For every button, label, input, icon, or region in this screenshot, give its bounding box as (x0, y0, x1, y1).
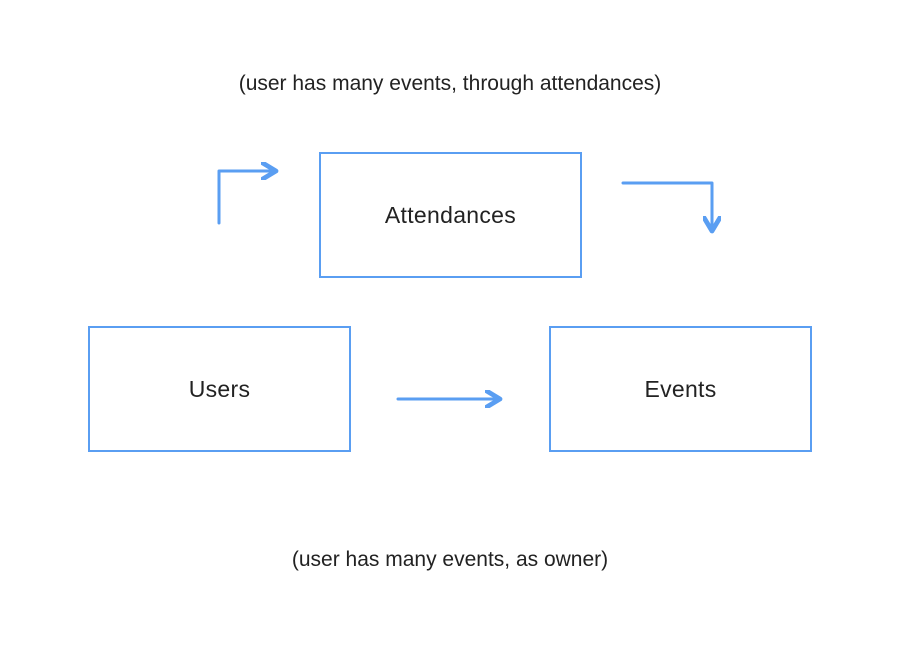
node-attendances: Attendances (319, 152, 582, 278)
node-users-label: Users (189, 376, 251, 403)
node-users: Users (88, 326, 351, 452)
arrow-attendances-to-events (620, 180, 715, 236)
arrow-users-to-events (395, 389, 505, 409)
node-events: Events (549, 326, 812, 452)
node-attendances-label: Attendances (385, 202, 516, 229)
node-events-label: Events (644, 376, 716, 403)
arrow-users-to-attendances (216, 168, 281, 226)
caption-bottom: (user has many events, as owner) (0, 548, 900, 572)
caption-top: (user has many events, through attendanc… (0, 72, 900, 96)
